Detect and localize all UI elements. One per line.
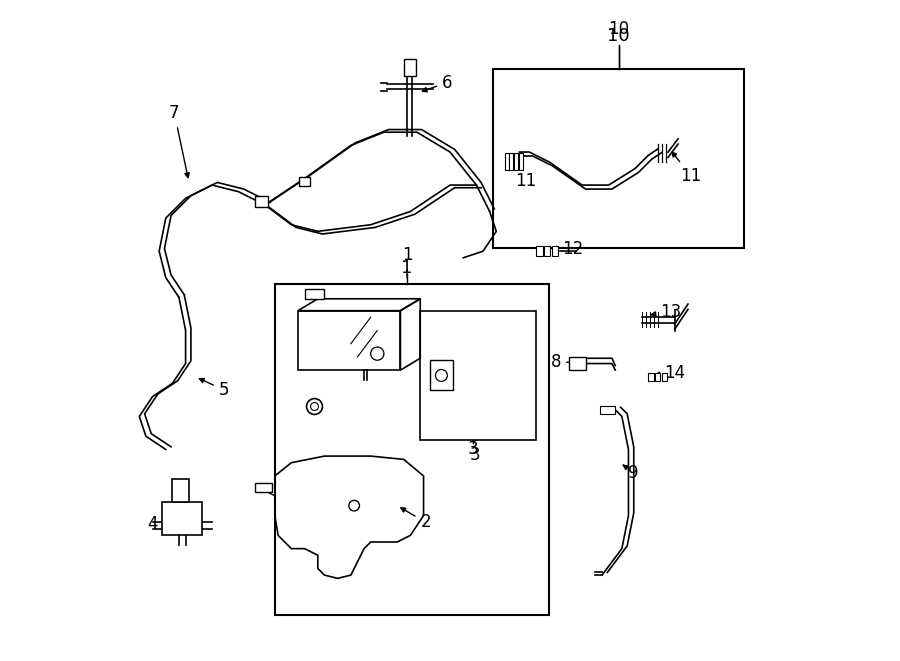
Bar: [518, 153, 523, 170]
Bar: [514, 153, 518, 170]
Text: 4: 4: [148, 514, 176, 533]
Bar: [300, 177, 310, 186]
Bar: [255, 196, 268, 207]
Text: 14: 14: [655, 364, 685, 382]
Text: 9: 9: [623, 463, 639, 482]
Bar: [404, 59, 416, 76]
Bar: [662, 373, 667, 381]
Bar: [655, 373, 661, 381]
Bar: [569, 357, 586, 370]
Bar: [173, 479, 189, 502]
Bar: [304, 289, 324, 299]
Text: 3: 3: [470, 446, 481, 464]
Text: 11: 11: [516, 159, 536, 190]
Bar: [509, 153, 514, 170]
Text: 3: 3: [468, 440, 479, 459]
Bar: [600, 406, 615, 414]
Bar: [544, 246, 551, 256]
Bar: [274, 284, 549, 615]
Bar: [163, 502, 202, 535]
Text: 13: 13: [652, 303, 681, 321]
Text: 1: 1: [401, 247, 412, 278]
Text: 8: 8: [551, 353, 574, 371]
Text: 11: 11: [672, 152, 701, 184]
Text: 10: 10: [608, 20, 629, 38]
Text: 10: 10: [608, 27, 630, 46]
Bar: [430, 360, 454, 390]
Bar: [493, 69, 744, 248]
Text: 1: 1: [401, 258, 413, 277]
Text: 6: 6: [422, 73, 453, 92]
Bar: [552, 246, 558, 256]
Bar: [255, 483, 272, 492]
Bar: [536, 246, 543, 256]
Text: 2: 2: [400, 508, 431, 531]
Text: 12: 12: [553, 239, 583, 258]
Bar: [420, 311, 536, 440]
Bar: [648, 373, 653, 381]
Bar: [505, 153, 508, 170]
Text: 7: 7: [169, 104, 189, 178]
Text: 5: 5: [200, 379, 230, 399]
